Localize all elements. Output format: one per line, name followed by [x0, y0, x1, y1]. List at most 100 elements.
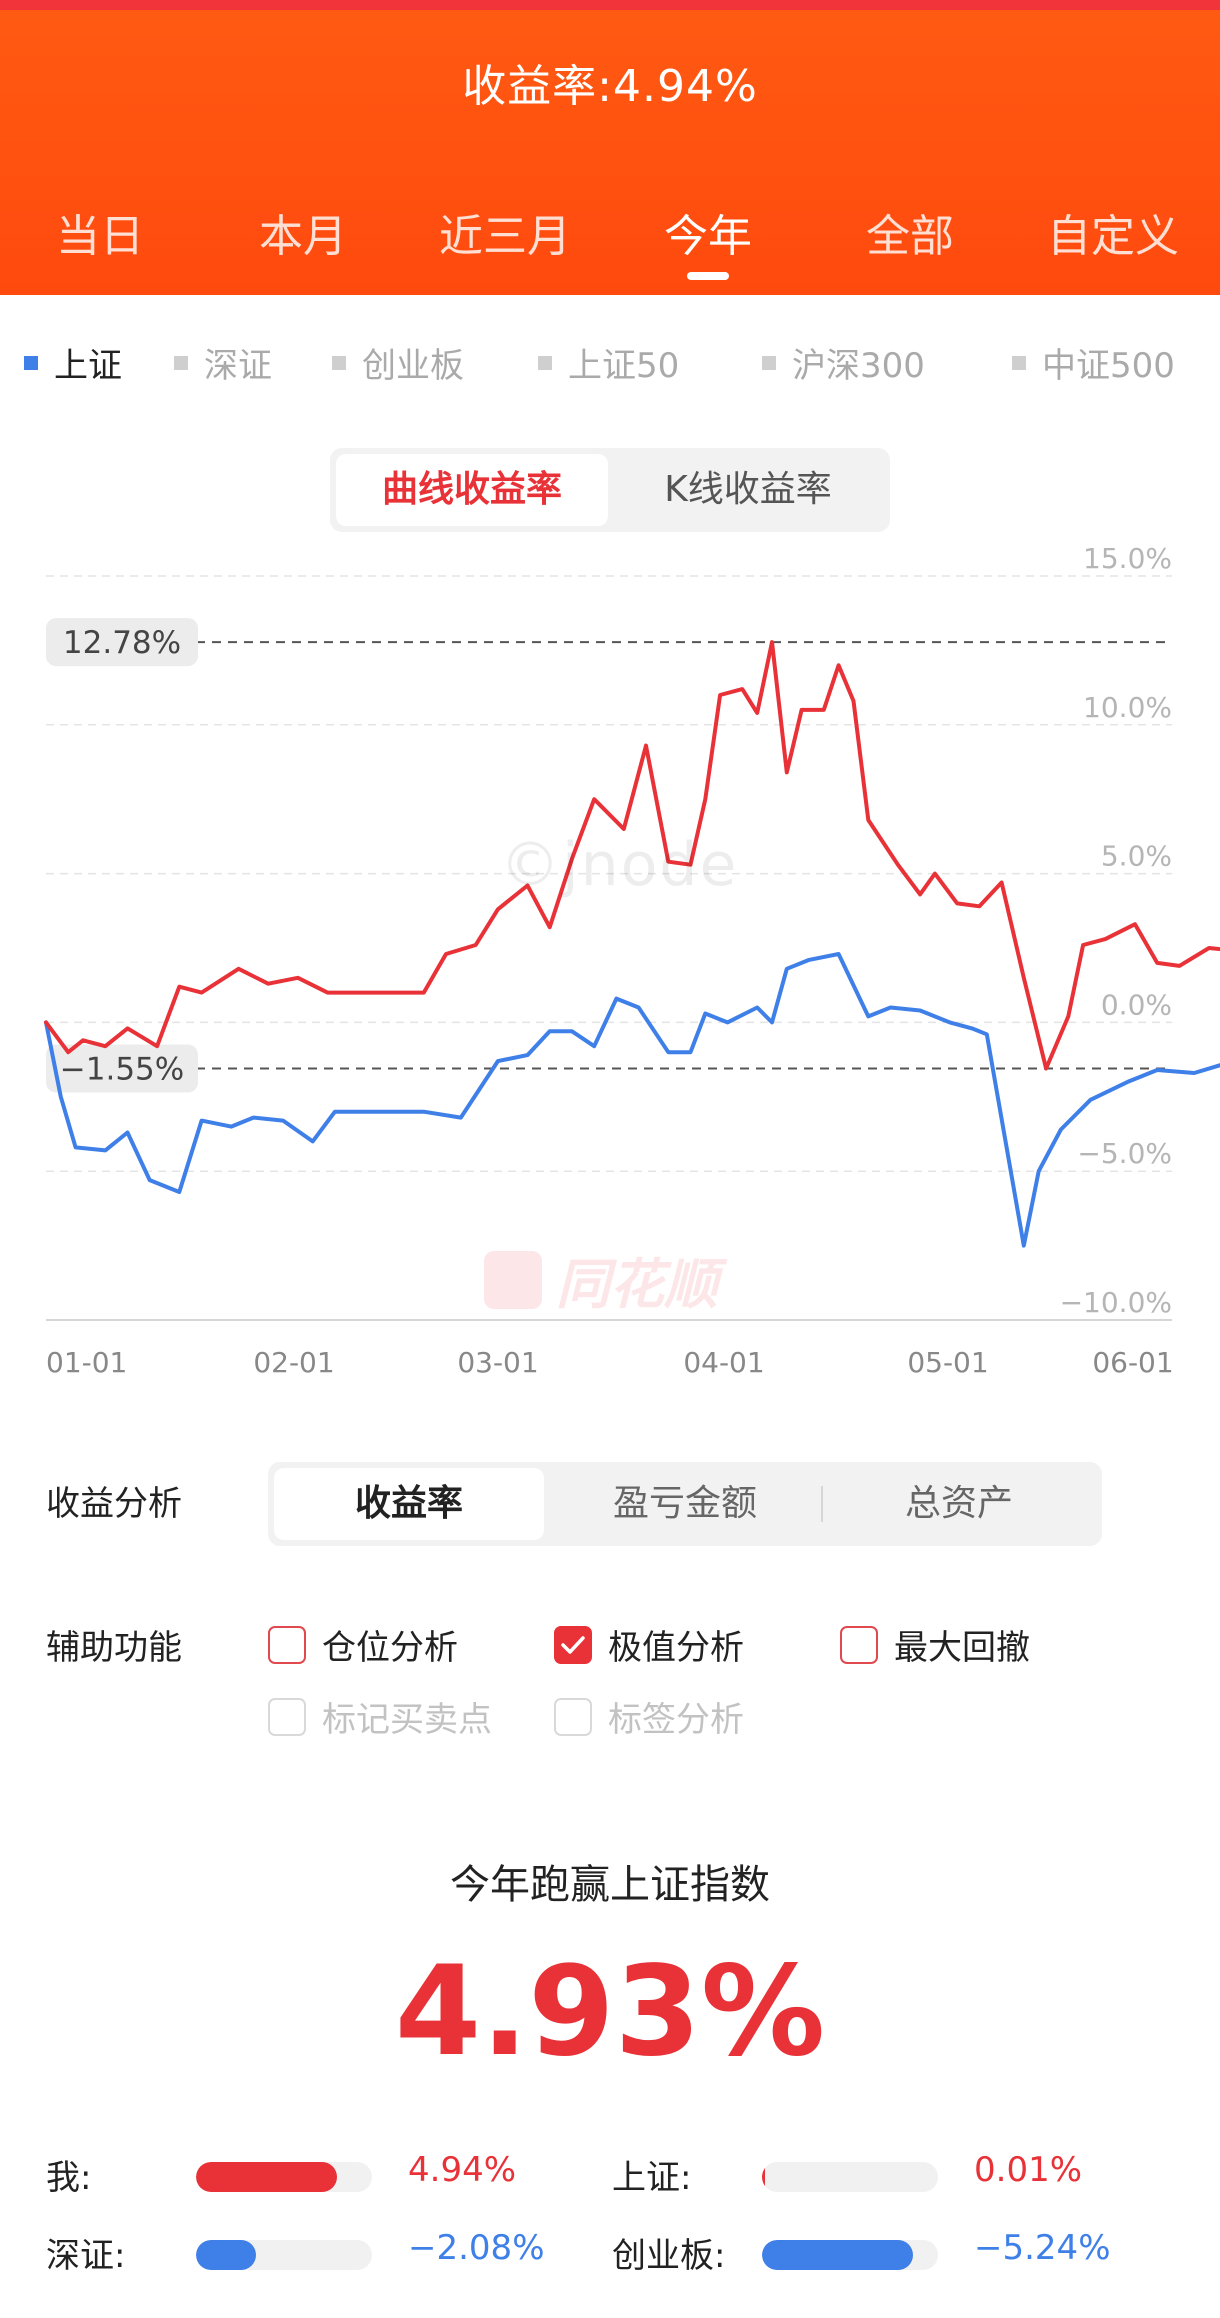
legend-item-sse50[interactable]: 上证50 — [538, 338, 679, 387]
x-tick-label: 01-01 — [46, 1346, 127, 1379]
legend-label: 上证 — [54, 346, 122, 386]
legend-item-shanghai[interactable]: 上证 — [24, 338, 122, 387]
portfolio-return-line — [44, 640, 1220, 1071]
analysis-label: 收益分析 — [46, 1484, 182, 1524]
compare-track — [196, 2162, 372, 2192]
legend-item-chinext[interactable]: 创业板 — [332, 338, 464, 387]
analysis-total-assets[interactable]: 总资产 — [904, 1483, 1013, 1524]
y-tick-label: −5.0% — [1077, 1137, 1172, 1170]
legend-item-shenzhen[interactable]: 深证 — [174, 338, 272, 387]
compare-value: 0.01% — [974, 2150, 1083, 2190]
legend-label: 深证 — [204, 346, 272, 386]
index-legend: 上证 深证 创业板 上证50 沪深300 中证500 — [0, 338, 1220, 388]
compare-value: −2.08% — [408, 2228, 545, 2268]
x-tick-label: 02-01 — [253, 1346, 334, 1379]
checkbox-label: 最大回撤 — [894, 1628, 1030, 1668]
legend-item-csi500[interactable]: 中证500 — [1012, 338, 1175, 387]
compare-fill — [196, 2162, 337, 2192]
checkbox-icon — [268, 1697, 306, 1736]
y-tick-label: 0.0% — [1101, 988, 1172, 1021]
analysis-profit-amount[interactable]: 盈亏金额 — [612, 1483, 757, 1524]
checkbox-icon — [268, 1625, 306, 1664]
legend-dot — [332, 355, 346, 370]
checkbox-label: 仓位分析 — [322, 1628, 458, 1668]
max-marker-label: 12.78% — [63, 625, 181, 661]
y-tick-label: 10.0% — [1083, 691, 1172, 724]
watermark-text: ©jnode — [500, 830, 739, 900]
aux-label: 辅助功能 — [46, 1628, 182, 1668]
summary-title: 今年跑赢上证指数 — [450, 1862, 770, 1908]
checkbox-tag-analysis[interactable]: 标签分析 — [554, 1692, 744, 1741]
brand-logo-icon — [484, 1250, 542, 1309]
x-tick-label: 05-01 — [907, 1346, 988, 1379]
compare-me: 我: 4.94% — [46, 2150, 606, 2200]
checkmark-icon — [554, 1625, 592, 1664]
compare-shenzhen: 深证: −2.08% — [46, 2228, 606, 2278]
compare-value: −5.24% — [974, 2228, 1111, 2268]
legend-dot — [762, 355, 776, 370]
mode-curve-return[interactable]: 曲线收益率 — [336, 454, 608, 526]
max-marker-bg — [46, 618, 198, 667]
min-marker-label: −1.55% — [60, 1052, 184, 1088]
compare-track — [196, 2240, 372, 2270]
checkbox-label: 标记买卖点 — [322, 1700, 492, 1740]
tab-3months[interactable]: 近三月 — [439, 211, 571, 262]
checkbox-max-drawdown[interactable]: 最大回撤 — [840, 1620, 1030, 1669]
analysis-switch: 收益率 盈亏金额 总资产 — [268, 1462, 1102, 1546]
legend-dot — [1012, 355, 1026, 370]
legend-dot — [24, 355, 38, 370]
chart-mode-switch: 曲线收益率 K线收益率 — [330, 448, 890, 532]
compare-fill — [762, 2240, 914, 2270]
index-return-line — [44, 952, 1220, 1248]
checkbox-icon — [840, 1625, 878, 1664]
y-tick-label: 15.0% — [1083, 542, 1172, 575]
tab-year[interactable]: 今年 — [618, 200, 798, 280]
tab-custom[interactable]: 自定义 — [1047, 211, 1179, 262]
legend-label: 沪深300 — [792, 346, 925, 386]
compare-fill — [196, 2240, 256, 2270]
analysis-return-rate[interactable]: 收益率 — [274, 1468, 544, 1540]
checkbox-mark-trades[interactable]: 标记买卖点 — [268, 1692, 492, 1741]
checkbox-label: 标签分析 — [608, 1700, 744, 1740]
tab-year-label: 今年 — [664, 211, 752, 262]
brand-watermark: 同花顺 — [484, 1240, 718, 1319]
compare-label: 我: — [46, 2158, 92, 2198]
legend-label: 中证500 — [1042, 346, 1175, 386]
summary-value: 4.93% — [394, 1940, 826, 2084]
compare-fill — [762, 2162, 765, 2192]
page-title: 收益率:4.94% — [462, 61, 758, 112]
active-tab-indicator — [687, 272, 729, 280]
legend-label: 创业板 — [362, 346, 464, 386]
legend-dot — [174, 355, 188, 370]
period-tabs: 当日 本月 近三月 今年 全部 自定义 — [0, 200, 1220, 280]
x-tick-label: 04-01 — [683, 1346, 764, 1379]
tab-today[interactable]: 当日 — [56, 211, 144, 262]
tab-all[interactable]: 全部 — [866, 211, 954, 262]
y-tick-label: −10.0% — [1060, 1286, 1172, 1319]
compare-track — [762, 2162, 938, 2192]
x-tick-label: 03-01 — [457, 1346, 538, 1379]
legend-dot — [538, 355, 552, 370]
header: 收益率:4.94% 当日 本月 近三月 今年 全部 自定义 — [0, 0, 1220, 295]
compare-value: 4.94% — [408, 2150, 517, 2190]
return-chart[interactable]: ©jnode 同花顺 15.0% 10.0% 5.0% 0.0% −5.0% −10.0%… — [0, 540, 1220, 1390]
divider — [821, 1486, 823, 1522]
compare-label: 深证: — [46, 2236, 126, 2276]
x-tick-label: 06-01 — [1092, 1346, 1173, 1379]
tab-month[interactable]: 本月 — [259, 211, 347, 262]
legend-item-csi300[interactable]: 沪深300 — [762, 338, 925, 387]
compare-label: 创业板: — [612, 2236, 726, 2276]
y-tick-label: 5.0% — [1101, 840, 1172, 873]
mode-kline-return[interactable]: K线收益率 — [664, 469, 832, 510]
compare-track — [762, 2240, 938, 2270]
legend-label: 上证50 — [568, 346, 680, 386]
checkbox-label: 极值分析 — [608, 1628, 744, 1668]
compare-label: 上证: — [612, 2158, 692, 2198]
compare-chinext: 创业板: −5.24% — [612, 2228, 1172, 2278]
checkbox-icon — [554, 1697, 592, 1736]
checkbox-extreme-analysis[interactable]: 极值分析 — [554, 1620, 744, 1669]
chart-svg: 15.0% 10.0% 5.0% 0.0% −5.0% −10.0% 01-01 02-01 0… — [44, 542, 1220, 1379]
checkbox-position-analysis[interactable]: 仓位分析 — [268, 1620, 458, 1669]
compare-shanghai: 上证: 0.01% — [612, 2150, 1172, 2200]
min-marker-bg — [46, 1044, 198, 1093]
